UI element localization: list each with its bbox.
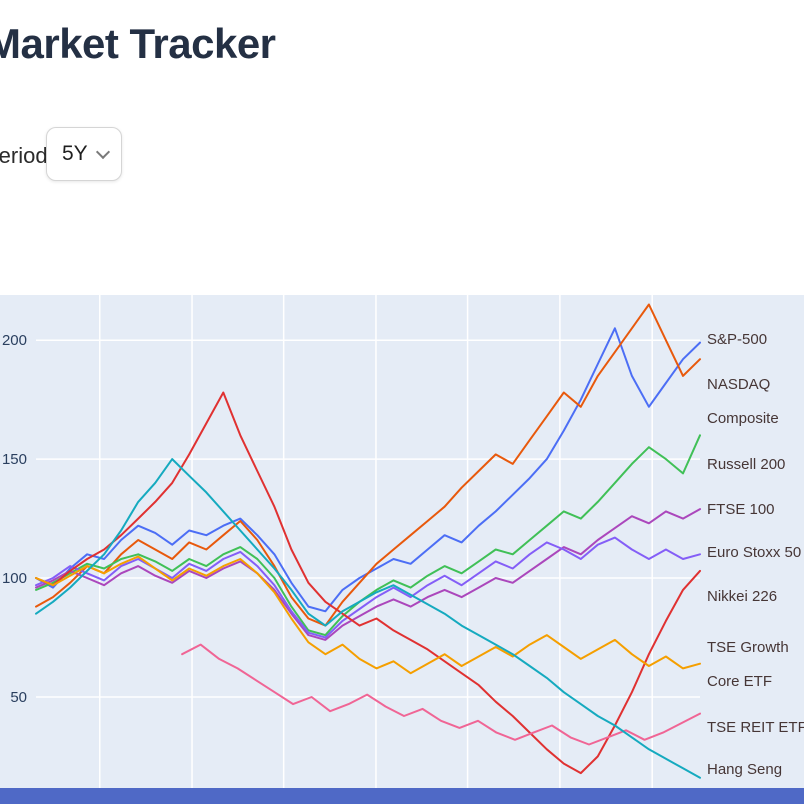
series-line-ftse-100[interactable] xyxy=(35,508,701,641)
page-title: Market Tracker xyxy=(0,20,276,67)
bottom-bar xyxy=(0,788,804,804)
chevron-down-icon xyxy=(95,144,110,160)
period-label: Period: xyxy=(0,143,54,168)
y-tick-label: 100 xyxy=(2,570,27,587)
y-tick-label: 50 xyxy=(10,689,27,706)
series-label-russell-200: Russell 200 xyxy=(707,456,786,473)
series-line-nikkei-226[interactable] xyxy=(35,391,701,775)
series-label-tse-reit-etf: TSE REIT ETF xyxy=(707,719,804,736)
series-label-euro-stoxx-50: Euro Stoxx 50 xyxy=(707,544,802,561)
market-chart-area[interactable]: 50 100 150 200 S&P-500 NASDAQ Composite Russel… xyxy=(0,295,804,804)
series-label-nikkei-226: Nikkei 226 xyxy=(707,588,778,605)
period-select[interactable]: 5Y xyxy=(46,127,122,181)
series-label-nasdaq-composite: NASDAQ Composite xyxy=(707,376,779,427)
y-tick-label: 200 xyxy=(2,332,27,349)
series-label-s-p-500: S&P-500 xyxy=(707,331,768,348)
series-line-russell-200[interactable] xyxy=(35,434,701,637)
series-label-tse-growth-core-etf: TSE Growth Core ETF xyxy=(707,639,789,690)
y-tick-label: 150 xyxy=(2,451,27,468)
series-line-hang-seng[interactable] xyxy=(35,458,701,779)
series-line-tse-growth-core-etf[interactable] xyxy=(35,555,701,675)
series-line-tse-reit-etf[interactable] xyxy=(181,643,701,746)
series-label-hang-seng: Hang Seng xyxy=(707,761,783,778)
series-line-nasdaq-composite[interactable] xyxy=(35,303,701,627)
series-label-ftse-100: FTSE 100 xyxy=(707,501,775,518)
market-chart-svg[interactable]: 50 100 150 200 xyxy=(0,295,804,804)
period-select-value: 5Y xyxy=(62,142,88,165)
